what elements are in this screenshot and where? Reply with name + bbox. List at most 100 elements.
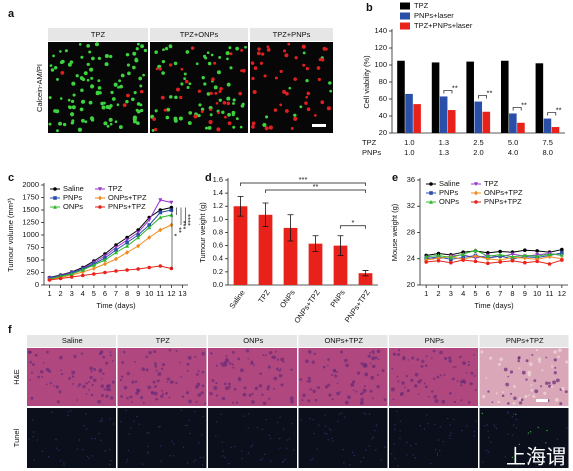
- tunel-dot: [128, 433, 131, 435]
- marker: [169, 212, 174, 217]
- marker: [114, 256, 118, 262]
- column-label: ONPs: [243, 336, 263, 345]
- tunel-dot: [507, 412, 509, 414]
- tissue-dot: [133, 360, 136, 363]
- cell-dot: [279, 69, 283, 74]
- tissue-dot: [77, 385, 80, 388]
- x-tick-label: Saline: [227, 288, 246, 310]
- tunel-dot: [511, 415, 513, 418]
- x-axis-label: Time (days): [474, 301, 514, 310]
- column-label: PNPs: [425, 336, 444, 345]
- tissue-dot: [112, 360, 114, 362]
- tunel-dot: [85, 428, 88, 430]
- tissue-dot: [226, 359, 230, 363]
- cell-dot: [200, 110, 204, 114]
- cell-dot: [229, 66, 233, 70]
- cell-dot: [126, 63, 131, 67]
- cell-dot: [253, 66, 258, 70]
- tunel-dot: [142, 463, 144, 465]
- tissue-dot: [78, 383, 82, 387]
- tunel-dot: [518, 443, 521, 446]
- tissue-dot: [225, 355, 228, 358]
- tissue-dot: [473, 354, 475, 356]
- tunel-dot: [185, 424, 187, 427]
- cell-dot: [163, 108, 167, 112]
- tissue-dot: [558, 348, 562, 353]
- cell-dot: [102, 101, 106, 105]
- tissue-dot: [58, 390, 62, 394]
- cell-dot: [190, 46, 195, 50]
- cell-dot: [251, 121, 256, 126]
- cell-dot: [218, 90, 222, 94]
- tissue-dot: [231, 363, 234, 366]
- marker: [498, 249, 502, 254]
- cell-dot: [165, 115, 170, 120]
- tunel-dot: [251, 444, 254, 446]
- tissue-dot: [233, 387, 237, 391]
- tunel-dot: [101, 419, 103, 422]
- cell-dot: [251, 125, 255, 129]
- tissue-dot: [282, 360, 285, 363]
- tissue-dot: [82, 384, 86, 389]
- legend-marker: [429, 199, 433, 204]
- cell-dot: [75, 74, 79, 78]
- tunel-dot: [285, 447, 288, 449]
- y-tick-label: 32: [407, 201, 415, 210]
- marker: [498, 260, 502, 264]
- tunel-dot: [86, 455, 89, 458]
- tissue-dot: [360, 397, 364, 402]
- x-tick-label: PNPs+TPZ: [343, 288, 372, 324]
- tunel-dot: [473, 430, 476, 433]
- tunel-dot: [51, 411, 53, 414]
- cell-dot: [216, 127, 221, 132]
- tissue-dot: [156, 379, 160, 383]
- tunel-dot: [230, 446, 232, 449]
- tissue-dot: [307, 350, 312, 354]
- tunel-dot: [85, 413, 87, 415]
- tissue-dot: [129, 395, 133, 399]
- tissue-dot: [469, 382, 473, 386]
- tissue-dot: [60, 372, 64, 376]
- tissue-dot: [402, 356, 406, 361]
- x-tick-label: 1.3: [439, 148, 449, 157]
- cell-dot: [184, 79, 189, 84]
- tunel-dot: [332, 440, 334, 442]
- legend-marker: [429, 182, 433, 186]
- tissue-dot: [376, 349, 381, 353]
- cell-dot: [48, 96, 52, 100]
- y-tick-label: 1.2: [213, 201, 223, 210]
- tunel-dot: [278, 437, 281, 440]
- cell-dot: [241, 68, 246, 73]
- tissue-dot: [551, 365, 554, 368]
- cell-dot: [173, 61, 178, 66]
- cell-dot: [135, 47, 139, 51]
- tissue-dot: [278, 369, 281, 372]
- bar: [500, 60, 509, 133]
- tunel-dot: [202, 464, 204, 466]
- tunel-dot: [261, 428, 264, 431]
- header-cell: [250, 28, 333, 41]
- tissue-dot: [248, 393, 252, 397]
- tissue-dot: [228, 362, 232, 365]
- column-label: TPZ+PNPs: [273, 30, 311, 39]
- tunel-dot: [94, 438, 96, 440]
- cell-dot: [284, 53, 289, 58]
- cell-dot: [235, 46, 239, 51]
- tunel-dot: [55, 438, 57, 441]
- cell-dot: [132, 115, 138, 120]
- tunel-dot: [194, 410, 196, 413]
- tunel-dot: [130, 427, 132, 429]
- cell-dot: [52, 54, 55, 58]
- cell-dot: [48, 122, 52, 126]
- tissue-dot: [153, 362, 157, 366]
- cell-dot: [62, 122, 67, 127]
- y-tick-label: 40: [379, 111, 387, 120]
- cell-dot: [53, 66, 58, 70]
- tissue-dot: [423, 382, 426, 385]
- tunel-dot: [228, 463, 230, 465]
- cell-dot: [214, 91, 218, 95]
- tissue-dot: [468, 360, 471, 363]
- cell-dot: [328, 81, 332, 85]
- tunel-dot: [279, 416, 281, 419]
- tissue-dot: [352, 389, 355, 391]
